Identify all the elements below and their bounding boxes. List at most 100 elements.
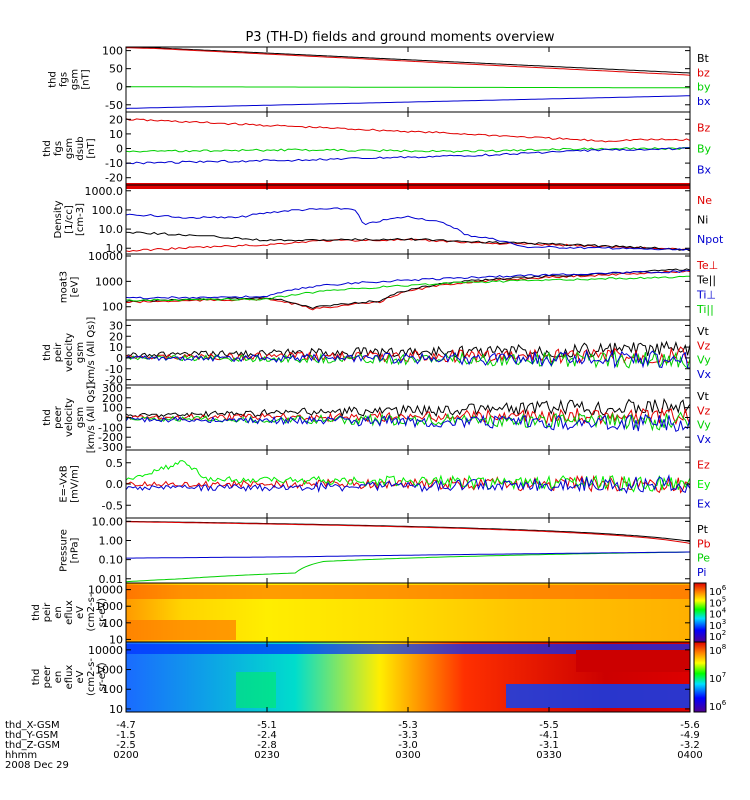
y-axis-label-line: en: [53, 671, 64, 684]
y-tick-label: 0.10: [99, 554, 124, 567]
y-axis-label-line: fgs: [53, 141, 64, 156]
legend-entry: Bz: [697, 122, 711, 135]
series-Vt: [126, 340, 690, 359]
panel-6: 3002001000-100-200-300thdpeervelocitygsm…: [42, 382, 712, 454]
y-axis-label: Density[1/cc][cm-3]: [53, 200, 86, 238]
axis-row-value: -5.5: [539, 720, 559, 731]
y-tick-label: 100: [102, 617, 123, 630]
legend-entry: Ez: [697, 459, 710, 472]
series-Ni: [126, 231, 690, 252]
y-axis-label-line: sr-eV): [97, 598, 108, 627]
legend-entry: bx: [697, 95, 711, 108]
y-axis-label-line: moat3: [59, 271, 70, 303]
axis-row-value: -3.3: [398, 730, 418, 741]
time-axis-labels: thd_X-GSM -4.7 -5.1 -5.3 -5.5 -5.6 thd_Y-GSM -1…: [5, 720, 703, 771]
y-tick-label: 0: [116, 412, 123, 425]
y-tick-label: 1000.0: [85, 185, 124, 198]
series-Bx: [126, 147, 690, 165]
panel-frame: [125, 319, 691, 386]
colorbar-label-base: 10: [709, 610, 722, 621]
series-bz: [126, 47, 690, 76]
y-axis-label-line: en: [53, 606, 64, 619]
y-axis-label: thdpeerenefluxeV(cm2-s-sr-eV): [31, 658, 108, 696]
y-axis-label-line: peir: [53, 342, 64, 362]
y-tick-label: 1000: [95, 275, 123, 288]
series-Ti||: [126, 275, 690, 302]
y-tick-label: 300: [102, 382, 123, 395]
y-axis-label-line: [nPa]: [70, 537, 81, 563]
y-axis-label-line: [km/s (All Qs)]: [86, 317, 97, 389]
axis-row-value: -5.3: [398, 720, 418, 731]
panel-frame: [125, 517, 691, 584]
y-axis-label-line: velocity: [64, 398, 75, 437]
date-label: 2008 Dec 29: [5, 760, 69, 771]
series-Vy: [126, 350, 690, 369]
y-axis-label: E=-VxB[mV/m]: [59, 465, 81, 503]
y-tick-label: 0: [116, 81, 123, 94]
colorbar-label: 105: [709, 595, 726, 609]
legend-entry: Pt: [697, 523, 709, 536]
legend-entry: Ti||: [696, 303, 714, 316]
series-Vx: [126, 349, 690, 369]
colorbar: [693, 641, 707, 713]
y-tick-label: 100: [102, 683, 123, 696]
series-By: [126, 146, 690, 153]
heatmap-band: [236, 672, 276, 708]
colorbar-label: 103: [709, 618, 726, 632]
axis-row-value: -2.4: [257, 730, 277, 741]
series-Vt: [126, 397, 690, 418]
heatmap-band: [506, 684, 690, 708]
y-tick-label: 0.01: [99, 573, 124, 586]
y-tick-label: 10.0: [99, 223, 124, 236]
series-Pi: [126, 551, 690, 559]
y-tick-label: 0: [116, 352, 123, 365]
axis-row-label: thd_X-GSM: [5, 720, 60, 731]
series-Bt: [126, 47, 690, 74]
panel-plot-area: [126, 520, 690, 583]
series-Ex: [126, 474, 690, 495]
panel-frame: [125, 253, 691, 321]
y-axis-label: thdpeirvelocitygsm[km/s (All Qs)]: [42, 317, 97, 389]
y-tick-label: -10: [105, 363, 123, 376]
colorbar-label-exp: 8: [722, 643, 726, 651]
panel-plot-area: [126, 268, 690, 311]
colorbar-label: 102: [709, 629, 726, 643]
colorbar-label-exp: 7: [722, 671, 726, 679]
legend-entry: Vz: [697, 404, 711, 417]
legend-entry: Pi: [697, 566, 706, 579]
y-axis-label-line: gsm: [64, 138, 75, 159]
colorbar-label: 107: [709, 671, 726, 685]
axis-row-value: -5.6: [680, 720, 700, 731]
panel-frame: [125, 184, 691, 255]
legend-entry: Vy: [697, 419, 711, 432]
legend-entry: Vx: [697, 433, 712, 446]
axis-row-value: -4.7: [116, 720, 136, 731]
time-tick-label: 0300: [395, 750, 420, 761]
y-tick-label: 0.5: [106, 457, 124, 470]
y-axis-label-line: peer: [53, 405, 64, 429]
series-Vx: [126, 413, 690, 432]
axis-row-value: -4.9: [680, 730, 700, 741]
legend-entry: Ex: [697, 497, 711, 510]
panel-plot-area: [126, 460, 690, 495]
legend-entry: Npot: [697, 233, 724, 246]
axis-row-value: -5.1: [257, 720, 277, 731]
y-tick-label: 10: [109, 703, 123, 716]
panel-plot-area: [126, 397, 690, 432]
y-axis-label-line: fgs: [59, 72, 70, 87]
y-tick-label: -10: [105, 157, 123, 170]
y-tick-label: 10000: [88, 644, 123, 657]
y-tick-label: 10000: [88, 584, 123, 597]
colorbar-label-base: 10: [709, 702, 722, 713]
legend-entry: bz: [697, 66, 710, 79]
axis-row-value: -3.1: [539, 740, 559, 751]
y-axis-label-line: eV: [75, 670, 86, 683]
y-axis-label-line: peir: [42, 602, 53, 622]
legend-entry: Ne: [697, 194, 712, 207]
y-axis-label-line: sr-eV): [97, 662, 108, 691]
panel-9: 10000100010010thdpeirenefluxeV(cm2-s-sr-…: [31, 582, 727, 646]
time-tick-label: 0200: [113, 750, 138, 761]
series-bx: [126, 95, 690, 109]
panel-plot-area: [126, 207, 690, 253]
